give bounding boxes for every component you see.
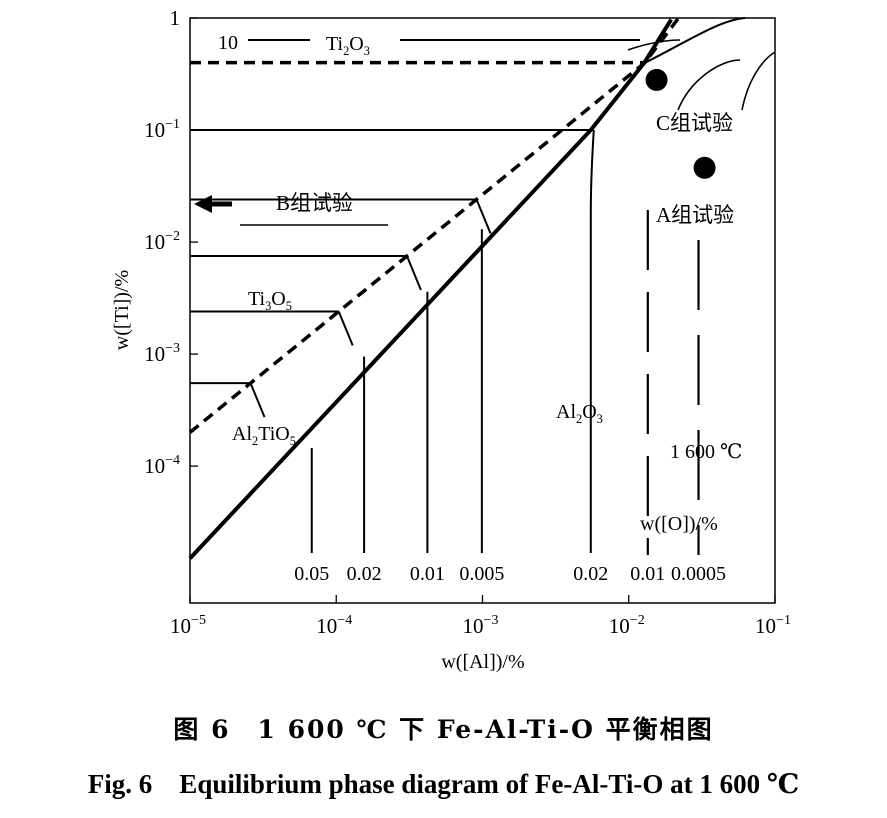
series-boundary-solid (188, 18, 673, 560)
iso-oxygen-line-4 (589, 129, 595, 553)
iso-connector-2 (337, 311, 354, 346)
label-ti2o3: Ti2O3 (326, 33, 370, 58)
iso-oxygen-label-0: 0.05 (294, 563, 329, 585)
y-tick-label-0: 1 (170, 6, 181, 30)
label-temperature: 1 600 ℃ (670, 441, 742, 463)
data-point-c (645, 68, 668, 91)
x-tick-label-1: 10−4 (316, 613, 352, 638)
label-a-group: A组试验 (656, 203, 734, 227)
curve-ti2o3-tail (627, 39, 681, 51)
label-oxygen-axis: w([O])/% (640, 513, 718, 535)
data-point-a (693, 156, 716, 179)
x-axis-title: w([Al])/% (441, 651, 524, 673)
x-tick-label-4: 10−1 (755, 613, 791, 638)
text-layer: 10−5 10−4 10−3 10−2 10−1 1 10−1 10−2 10−3 10−4 0.0… (111, 6, 791, 673)
iso-connector-0 (475, 199, 492, 234)
curve-upper-right-3 (741, 51, 776, 111)
y-tick-label-4: 10−4 (144, 453, 180, 478)
b-arrow-head (194, 195, 212, 213)
iso-connector-1 (405, 255, 422, 291)
iso-oxygen-label-1: 0.02 (347, 563, 382, 585)
iso-connector-3 (249, 382, 266, 418)
curve-upper-right-1 (644, 17, 746, 64)
phase-diagram: 10−5 10−4 10−3 10−2 10−1 1 10−1 10−2 10−3 10−4 0.0… (111, 6, 791, 673)
label-c-group: C组试验 (656, 111, 733, 135)
label-al2o3: Al2O3 (556, 401, 603, 426)
y-tick-label-3: 10−3 (144, 341, 180, 366)
iso-oxygen-label-2: 0.01 (410, 563, 445, 585)
label-ten: 10 (218, 32, 238, 54)
x-tick-label-2: 10−3 (463, 613, 499, 638)
plot-area (188, 17, 776, 604)
y-axis-title: w([Ti])/% (111, 270, 133, 350)
curve-upper-right-2 (677, 59, 741, 111)
x-tick-label-0: 10−5 (170, 613, 206, 638)
iso-oxygen-label-6: 0.0005 (671, 563, 726, 585)
caption-english: Fig. 6 Equilibrium phase diagram of Fe-A… (87, 769, 800, 799)
label-ti3o5: Ti3O5 (248, 288, 292, 313)
y-tick-label-2: 10−2 (144, 229, 180, 254)
iso-oxygen-label-5: 0.01 (630, 563, 665, 585)
iso-oxygen-label-4: 0.02 (573, 563, 608, 585)
iso-oxygen-label-3: 0.005 (459, 563, 504, 585)
y-tick-label-1: 10−1 (144, 117, 180, 142)
x-tick-label-3: 10−2 (609, 613, 645, 638)
label-al2tio5: Al2TiO5 (232, 423, 296, 448)
caption-chinese: 图 6 1 600 ℃ 下 Fe-Al-Ti-O 平衡相图 (173, 715, 714, 744)
label-b-group: B组试验 (276, 191, 353, 215)
